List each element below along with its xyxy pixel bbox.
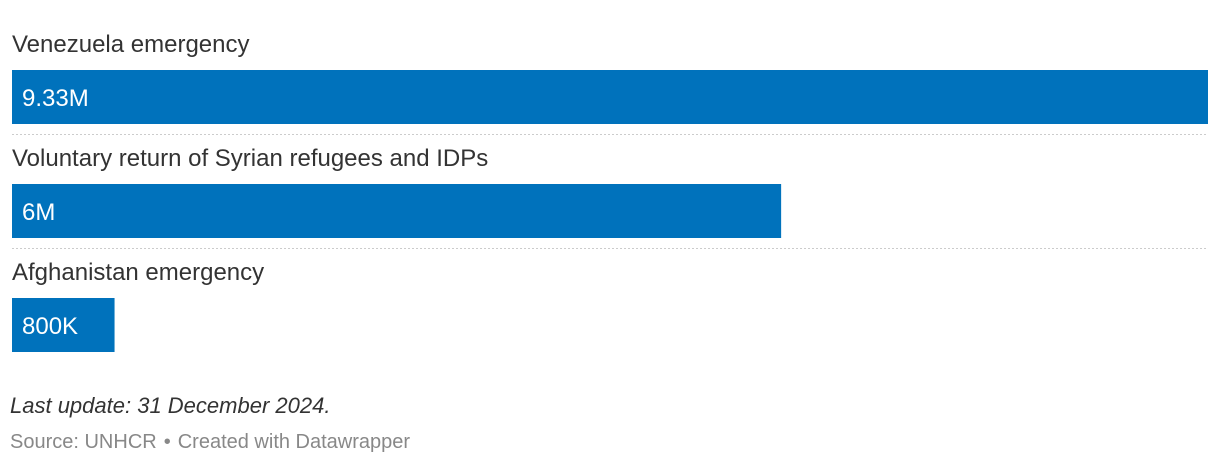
category-label: Afghanistan emergency (12, 259, 264, 286)
source-text: Source: UNHCR (10, 431, 157, 453)
bar (12, 184, 782, 238)
credit-text: Created with Datawrapper (177, 431, 411, 453)
bar-rows: Venezuela emergency 9.33M Voluntary return… (12, 31, 1208, 352)
bar (12, 298, 115, 352)
value-label: 800K (22, 313, 78, 340)
category-label: Voluntary return of Syrian refugees and … (12, 145, 488, 172)
category-label: Venezuela emergency (12, 31, 250, 58)
value-label: 6M (22, 199, 55, 226)
value-label: 9.33M (22, 85, 89, 112)
bar-chart: Venezuela emergency 9.33M Voluntary return… (12, 31, 1208, 352)
update-note: Last update: 31 December 2024. (10, 393, 331, 418)
footer-separator: • (163, 431, 171, 453)
chart-footer: Source: UNHCR • Created with Datawrapper (10, 431, 410, 454)
bar (12, 70, 1208, 124)
